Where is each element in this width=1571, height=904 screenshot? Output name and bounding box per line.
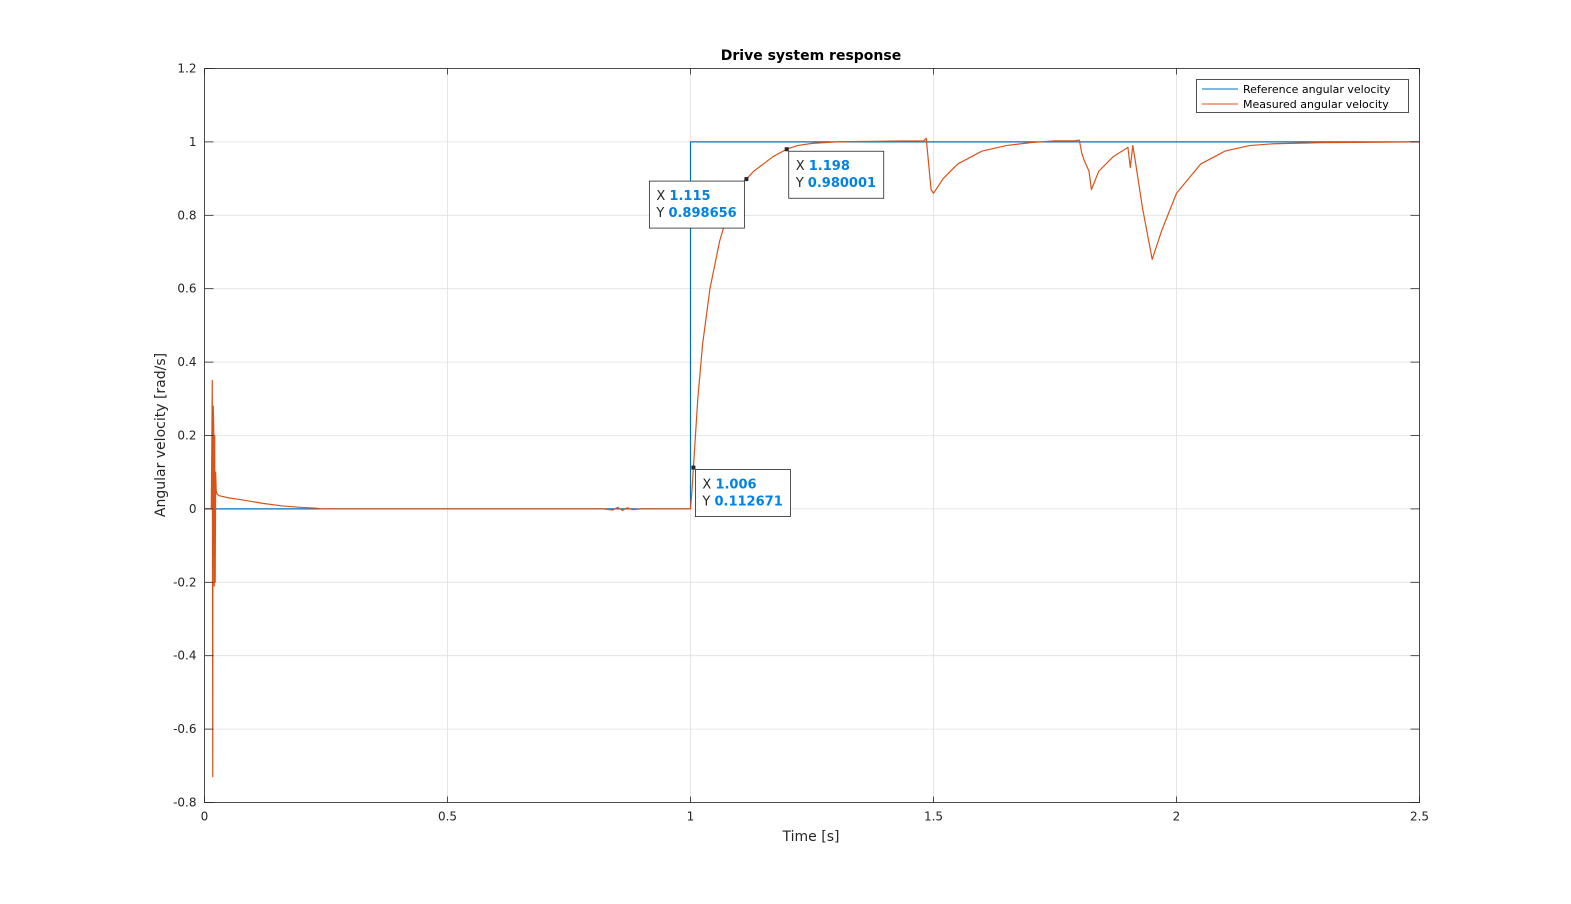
datatip-x-row: X 1.115 [656, 189, 710, 204]
datatip-x-label: X [656, 189, 669, 204]
datatip-marker[interactable] [784, 147, 789, 152]
datatip-y-label: Y [795, 176, 808, 191]
datatip-y-value: 0.112671 [714, 495, 782, 510]
datatip-marker[interactable] [744, 177, 749, 182]
datatip-marker[interactable] [691, 465, 696, 470]
x-tick-label: 0 [201, 810, 209, 824]
datatip-y-label: Y [655, 206, 668, 221]
y-tick-label: -0.6 [173, 722, 196, 736]
datatip-y-row: Y 0.980001 [795, 176, 876, 191]
datatip-y-row: Y 0.898656 [655, 206, 736, 221]
datatip-y-label: Y [701, 495, 714, 510]
y-tick-label: 0.8 [177, 208, 196, 222]
datatip-box [695, 469, 791, 517]
y-tick-label: 0.4 [177, 355, 196, 369]
series-measured-line [204, 137, 1420, 778]
legend-box [1196, 79, 1409, 113]
legend-entry-measured: Measured angular velocity [1243, 98, 1389, 111]
legend-entry-reference: Reference angular velocity [1243, 83, 1391, 96]
x-axis-title: Time [s] [782, 829, 840, 845]
x-tick-label: 2 [1173, 810, 1181, 824]
datatip-x-value: 1.115 [669, 189, 710, 204]
y-tick-label: -0.8 [173, 796, 196, 810]
y-axis-title: Angular velocity [rad/s] [153, 353, 169, 517]
y-tick-label: 1.2 [177, 62, 196, 76]
y-tick-label: -0.4 [173, 649, 196, 663]
datatip-x-row: X 1.198 [796, 159, 850, 174]
y-tick-label: 0.2 [177, 429, 196, 443]
datatip-box [788, 150, 885, 199]
x-tick-label: 1 [687, 810, 695, 824]
y-tick-label: 0.6 [177, 282, 196, 296]
x-tick-label: 2.5 [1410, 810, 1429, 824]
y-tick-label: -0.2 [173, 575, 196, 589]
datatip-y-value: 0.980001 [808, 176, 876, 191]
x-tick-label: 1.5 [924, 810, 943, 824]
datatip-x-value: 1.198 [809, 159, 850, 174]
datatip-x-label: X [702, 478, 715, 493]
datatip-x-row: X 1.006 [702, 478, 756, 493]
ticks: 0 0.5 1 1.5 2 2.5 -0.8 -0.6 -0.4 -0.2 0 0.2 0.4 0.6 0.… [173, 62, 1429, 824]
series-layer [204, 137, 1420, 778]
x-tick-label: 0.5 [438, 810, 457, 824]
datatip-x-value: 1.006 [715, 478, 756, 493]
legend[interactable]: Reference angular velocity Measured angu… [1196, 79, 1409, 113]
datatip-y-value: 0.898656 [668, 206, 736, 221]
datatip-y-row: Y 0.112671 [701, 495, 782, 510]
y-tick-label: 1 [189, 135, 197, 149]
datatip-x-label: X [796, 159, 809, 174]
chart-title: Drive system response [721, 48, 901, 64]
y-tick-label: 0 [189, 502, 197, 516]
datatip-box [648, 180, 745, 229]
